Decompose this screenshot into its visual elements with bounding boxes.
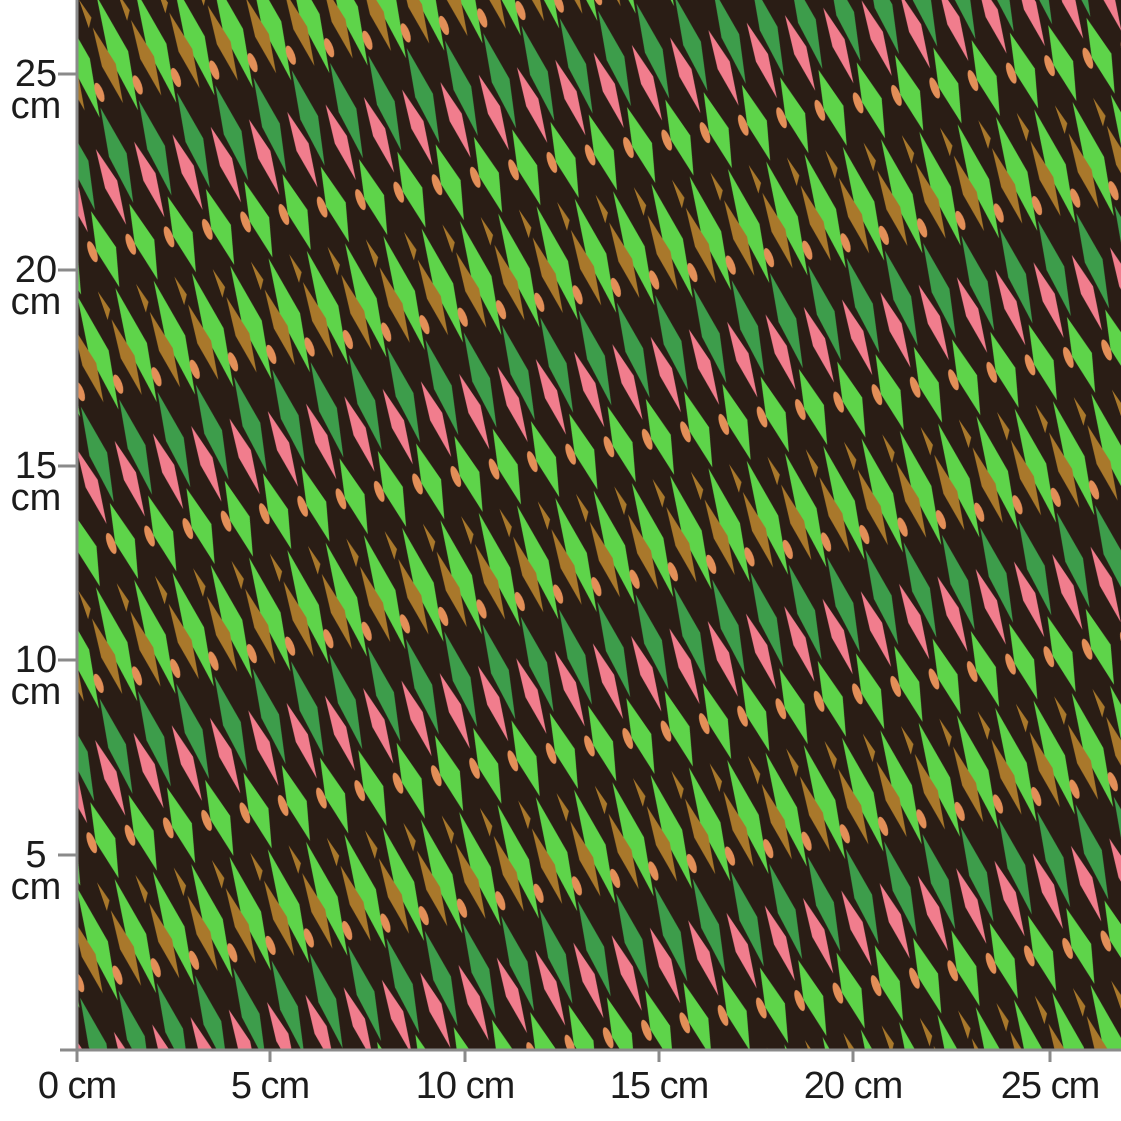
y-ruler-label: 5 cm	[10, 834, 62, 908]
y-ruler-label: 25 cm	[10, 53, 62, 127]
x-ruler-label: 25 cm	[1000, 1065, 1100, 1107]
y-ruler-label: 20 cm	[10, 249, 62, 323]
fabric-texture	[77, 0, 1121, 1050]
x-ruler-label: 10 cm	[415, 1065, 515, 1107]
ruler-lines	[75, 0, 1121, 1052]
x-ruler-label: 0 cm	[37, 1065, 117, 1107]
x-ruler-label: 20 cm	[803, 1065, 903, 1107]
fabric-photo	[77, 0, 1121, 1050]
x-ruler-label: 15 cm	[609, 1065, 709, 1107]
y-ruler-label: 10 cm	[10, 639, 62, 713]
x-ruler-label: 5 cm	[230, 1065, 310, 1107]
y-ruler-label: 15 cm	[10, 445, 62, 519]
